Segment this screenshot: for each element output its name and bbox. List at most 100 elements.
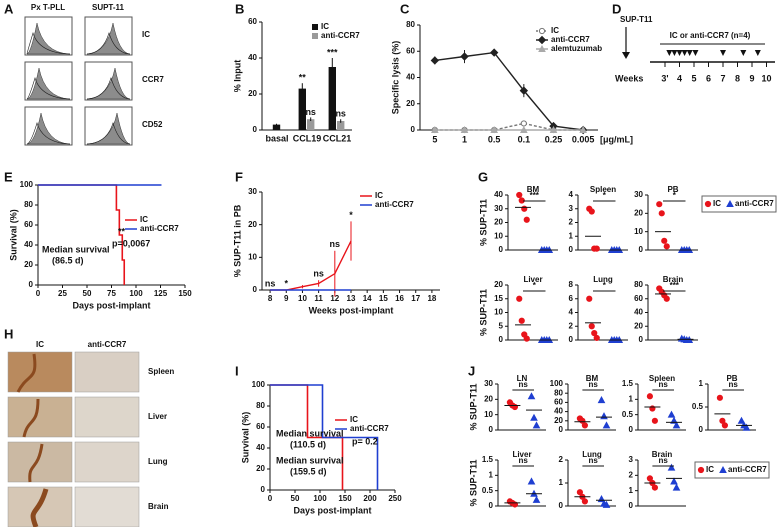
y-tick-label: 4: [569, 308, 574, 317]
histogram-overlay: [26, 121, 71, 145]
micrograph: [74, 486, 140, 527]
y-axis-label: % SUP-T11: [468, 383, 478, 430]
marker: [490, 125, 499, 133]
week-label: 4: [677, 73, 682, 83]
histogram-overlay: [86, 121, 131, 145]
marker: [460, 125, 469, 133]
y-tick-label: 80: [554, 388, 563, 397]
y-tick-label: 60: [554, 398, 563, 407]
marker: [581, 422, 589, 429]
marker: [670, 477, 678, 485]
x-tick-label: CCL19: [293, 133, 322, 143]
week-label: 3': [661, 73, 668, 83]
y-tick-label: 0: [699, 425, 704, 434]
x-tick-label: 13: [347, 294, 356, 303]
y-tick-label: 20: [248, 220, 257, 229]
marker: [658, 210, 665, 217]
x-tick-label: 0.1: [518, 134, 531, 144]
y-tick-label: 40: [406, 73, 415, 82]
column-label: SUPT-11: [92, 3, 125, 12]
significance-label: ***: [530, 191, 540, 200]
y-tick-label: 10: [484, 410, 493, 419]
histogram-overlay: [26, 31, 71, 55]
panel-letter: G: [478, 169, 488, 184]
panel-title: PB: [667, 185, 678, 194]
x-tick-label: 17: [411, 294, 420, 303]
marker: [716, 394, 724, 401]
x-tick-label: 8: [268, 294, 273, 303]
x-tick-label: CCL21: [323, 133, 352, 143]
marker: [460, 52, 469, 61]
y-tick-label: 1: [489, 470, 494, 479]
legend-label: IC: [350, 415, 358, 424]
x-axis-label: Days post-implant: [72, 300, 150, 310]
week-label: 8: [735, 73, 740, 83]
y-tick-label: 60: [24, 220, 33, 229]
panel-title: LN: [517, 374, 528, 383]
x-tick-label: 200: [363, 494, 377, 503]
histogram-overlay: [26, 76, 71, 100]
x-axis-label: [μg/mL]: [600, 134, 633, 144]
micrograph: [7, 396, 73, 438]
y-axis-label: Survival (%): [8, 209, 18, 261]
annotation: Median survival: [42, 244, 110, 254]
significance-label: *: [533, 281, 537, 290]
significance-label: ns: [305, 107, 316, 117]
y-tick-label: 80: [256, 401, 265, 410]
panel-title: Lung: [582, 450, 602, 459]
injection-label: SUP-T11: [620, 15, 653, 24]
marker: [538, 44, 546, 52]
y-tick-label: 0: [629, 501, 634, 510]
legend-box: [694, 461, 770, 479]
x-tick-label: 0: [36, 289, 41, 298]
series-line: [434, 51, 584, 131]
legend-label: anti-CCR7: [140, 224, 179, 233]
y-tick-label: 30: [484, 379, 493, 388]
histogram: [26, 67, 71, 100]
marker: [579, 125, 588, 133]
y-tick-label: 60: [634, 294, 643, 303]
marker: [523, 335, 530, 342]
dose-triangle: [740, 50, 747, 56]
marker: [519, 86, 529, 95]
significance-label: *: [285, 278, 289, 288]
marker: [593, 245, 600, 252]
panel-title: BM: [527, 185, 540, 194]
significance-label: *: [673, 191, 677, 200]
y-tick-label: 0: [261, 485, 266, 494]
y-tick-label: 80: [24, 200, 33, 209]
significance-label: *: [603, 281, 607, 290]
y-tick-label: 30: [634, 190, 643, 199]
panel-letter: E: [4, 169, 13, 184]
y-tick-label: 20: [484, 394, 493, 403]
y-tick-label: 0: [569, 245, 574, 254]
column-label: IC: [36, 340, 44, 349]
legend-label: IC: [551, 26, 559, 35]
annotation: **: [118, 226, 126, 236]
histogram-overlay: [86, 31, 131, 55]
histogram: [26, 112, 71, 145]
marker: [742, 423, 751, 431]
x-tick-label: 16: [395, 294, 404, 303]
marker: [530, 413, 538, 421]
y-tick-label: 1: [559, 478, 564, 487]
marker: [516, 191, 523, 199]
x-axis-label: Days post-implant: [293, 505, 371, 515]
marker: [430, 125, 439, 133]
panel-title: Brain: [652, 450, 673, 459]
y-tick-label: 40: [494, 190, 503, 199]
x-tick-label: 100: [129, 289, 143, 298]
week-label: 9: [749, 73, 754, 83]
row-label: IC: [142, 30, 150, 39]
significance-label: ns: [659, 456, 669, 465]
marker: [519, 125, 528, 133]
marker: [697, 466, 705, 474]
x-tick-label: 150: [338, 494, 352, 503]
marker: [646, 475, 654, 482]
y-tick-label: 20: [24, 260, 33, 269]
survival-curve: [270, 384, 379, 490]
histogram: [26, 22, 71, 55]
y-tick-label: 10: [494, 231, 503, 240]
marker: [672, 483, 681, 491]
significance-label: ns: [519, 456, 529, 465]
